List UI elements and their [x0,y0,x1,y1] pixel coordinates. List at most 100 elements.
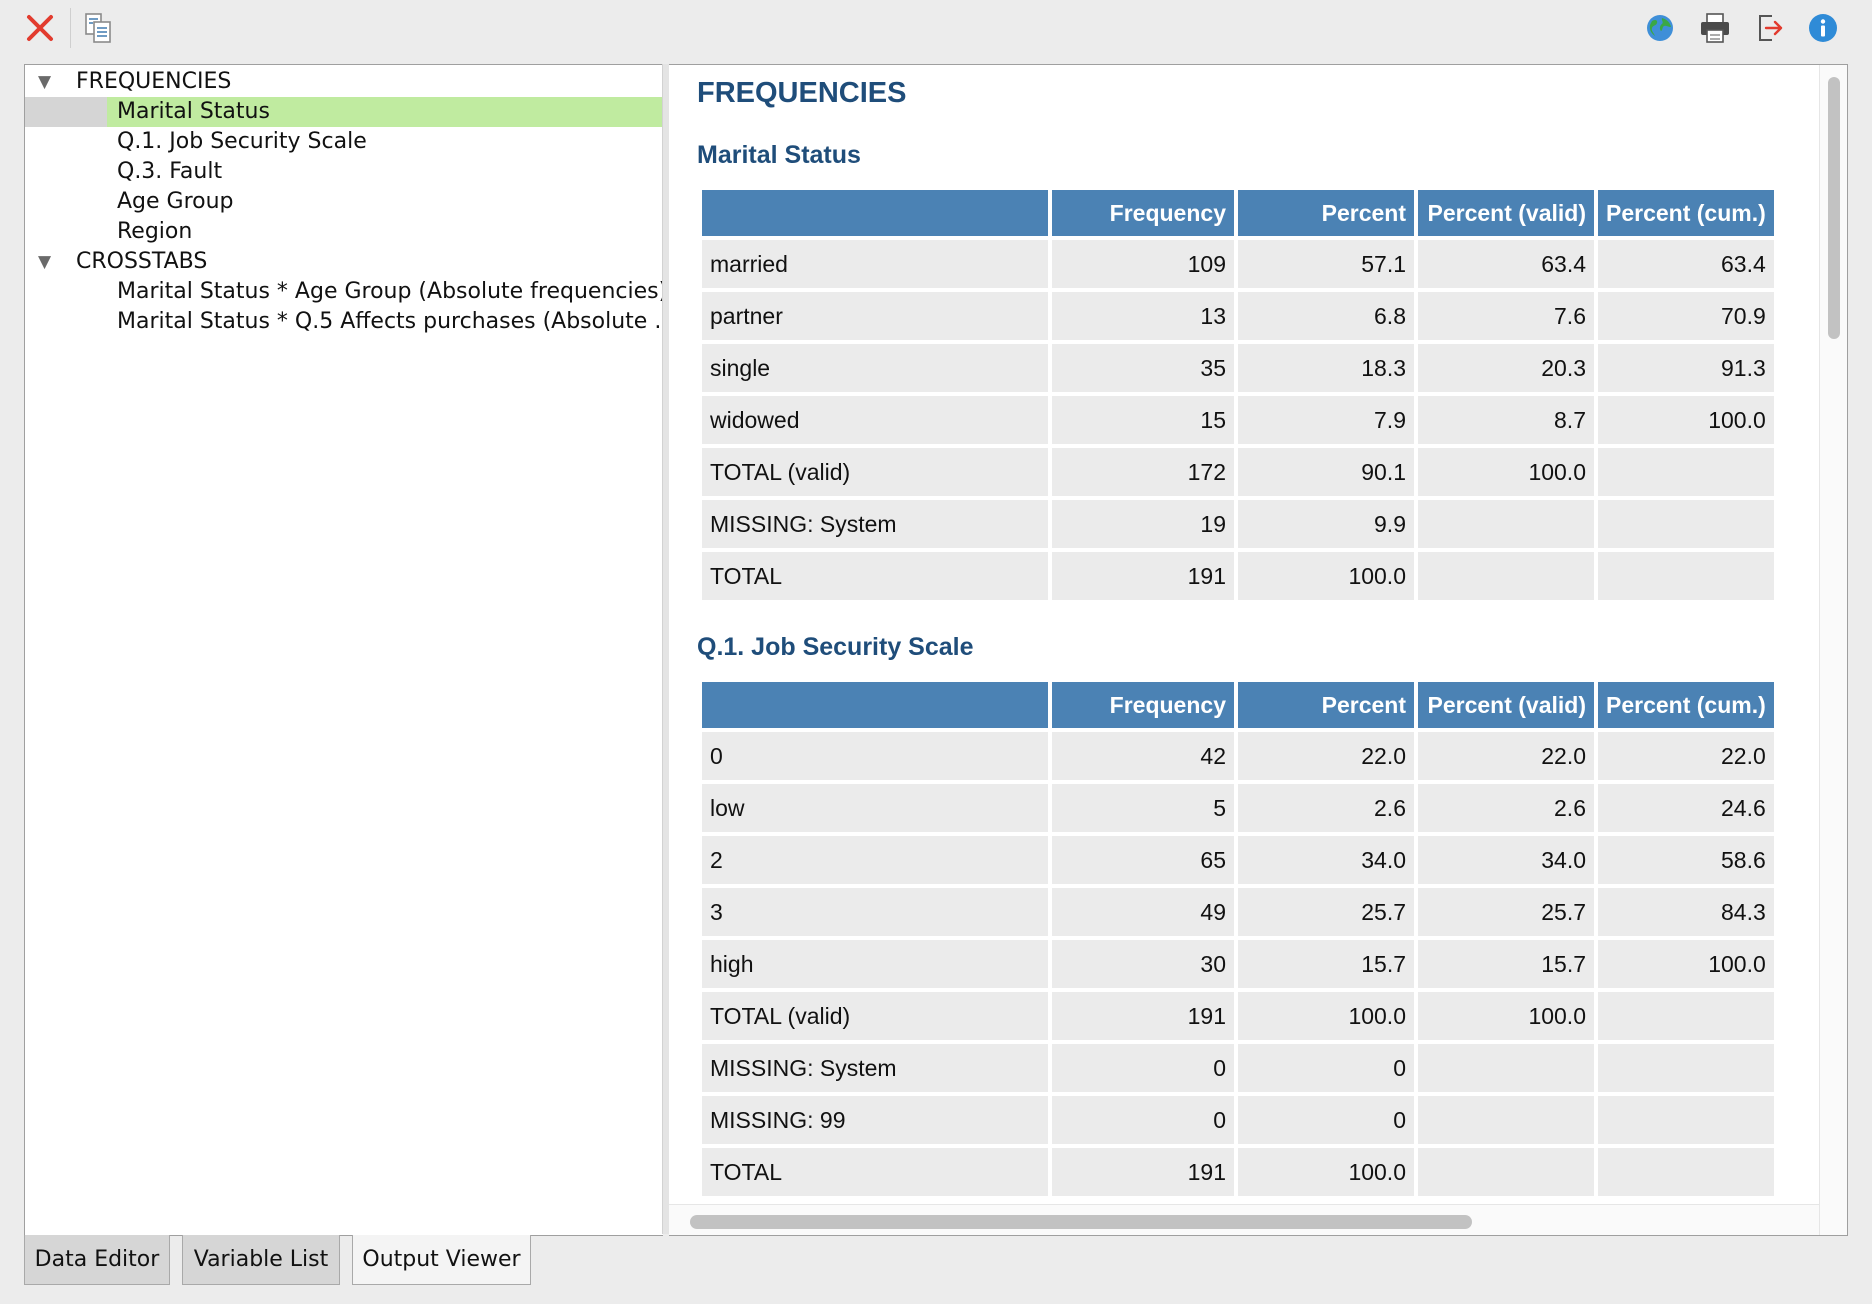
toolbar-separator [70,8,71,48]
vertical-scrollbar[interactable] [1819,65,1847,1235]
row-label: married [702,240,1048,288]
row-label: high [702,940,1048,988]
table-row: 2 65 34.0 34.0 58.6 [702,836,1774,884]
tree-item-crosstab-age-group[interactable]: Marital Status * Age Group (Absolute fre… [117,279,668,304]
table-cell: 15.7 [1238,940,1414,988]
column-header: Percent (cum.) [1598,682,1774,728]
table-cell: 9.9 [1238,500,1414,548]
table-cell [1598,1096,1774,1144]
info-icon[interactable] [1803,8,1843,48]
table-row: MISSING: System 19 9.9 [702,500,1774,548]
table-row: TOTAL (valid) 191 100.0 100.0 [702,992,1774,1040]
table-cell: 6.8 [1238,292,1414,340]
column-header: Percent (cum.) [1598,190,1774,236]
tree-item-marital-status[interactable]: Marital Status [25,97,663,127]
table-cell: 30 [1052,940,1234,988]
toolbar [0,0,1872,60]
column-header: Percent [1238,682,1414,728]
export-icon[interactable] [1750,8,1790,48]
tab-variable-list[interactable]: Variable List [182,1235,340,1285]
table-row: high 30 15.7 15.7 100.0 [702,940,1774,988]
row-label: partner [702,292,1048,340]
horizontal-scroll-thumb[interactable] [690,1215,1472,1229]
tree-item-fault[interactable]: Q.3. Fault [117,159,223,184]
row-label: MISSING: 99 [702,1096,1048,1144]
copy-to-document-icon[interactable] [78,8,118,48]
table-header-row: Frequency Percent Percent (valid) Percen… [702,190,1774,236]
row-label: TOTAL (valid) [702,992,1048,1040]
table-cell [1418,1096,1594,1144]
table-cell [1418,1044,1594,1092]
table-cell: 100.0 [1418,448,1594,496]
table-cell: 7.6 [1418,292,1594,340]
column-header: Percent [1238,190,1414,236]
table-row: MISSING: 99 0 0 [702,1096,1774,1144]
frequency-table-job-security-scale: Frequency Percent Percent (valid) Percen… [698,678,1778,1200]
row-label: 0 [702,732,1048,780]
tab-data-editor[interactable]: Data Editor [24,1235,170,1285]
row-label: 2 [702,836,1048,884]
table-cell: 63.4 [1598,240,1774,288]
table-cell: 20.3 [1418,344,1594,392]
table-cell: 109 [1052,240,1234,288]
table-row: low 5 2.6 2.6 24.6 [702,784,1774,832]
table-cell: 70.9 [1598,292,1774,340]
table-cell [1598,1044,1774,1092]
tree-item-age-group[interactable]: Age Group [117,189,234,214]
table-cell: 35 [1052,344,1234,392]
row-label: TOTAL [702,552,1048,600]
table-row: 3 49 25.7 25.7 84.3 [702,888,1774,936]
table-row: married 109 57.1 63.4 63.4 [702,240,1774,288]
globe-icon[interactable] [1640,8,1680,48]
table-cell: 15.7 [1418,940,1594,988]
column-header: Frequency [1052,682,1234,728]
vertical-scroll-thumb[interactable] [1828,77,1840,339]
table-cell: 91.3 [1598,344,1774,392]
tab-output-viewer[interactable]: Output Viewer [352,1235,531,1285]
table-cell: 65 [1052,836,1234,884]
table-cell: 22.0 [1418,732,1594,780]
table-cell: 191 [1052,992,1234,1040]
print-icon[interactable] [1695,8,1735,48]
close-icon[interactable] [20,8,60,48]
table-cell: 13 [1052,292,1234,340]
table-cell: 100.0 [1418,992,1594,1040]
table-cell: 191 [1052,1148,1234,1196]
row-label: TOTAL (valid) [702,448,1048,496]
row-label: widowed [702,396,1048,444]
table-cell: 57.1 [1238,240,1414,288]
table-row: single 35 18.3 20.3 91.3 [702,344,1774,392]
output-tree: ▼ FREQUENCIES Marital Status Q.1. Job Se… [24,64,676,1236]
table-cell: 2.6 [1418,784,1594,832]
table-cell: 2.6 [1238,784,1414,832]
table-cell: 49 [1052,888,1234,936]
tree-item-crosstab-affects-purchases[interactable]: Marital Status * Q.5 Affects purchases (… [117,309,676,334]
horizontal-scrollbar[interactable] [669,1204,1819,1235]
table-cell: 34.0 [1238,836,1414,884]
table-cell: 0 [1052,1096,1234,1144]
table-row: partner 13 6.8 7.6 70.9 [702,292,1774,340]
row-label: MISSING: System [702,1044,1048,1092]
table-cell: 8.7 [1418,396,1594,444]
table-cell: 100.0 [1238,992,1414,1040]
table-cell: 84.3 [1598,888,1774,936]
triangle-down-icon[interactable]: ▼ [38,252,52,272]
tree-group-crosstabs[interactable]: ▼ CROSSTABS [25,247,663,277]
tree-item-region[interactable]: Region [117,219,193,244]
table-cell: 22.0 [1598,732,1774,780]
table-cell [1418,500,1594,548]
pane-splitter[interactable] [662,64,670,1234]
table-cell [1598,552,1774,600]
table-row: TOTAL 191 100.0 [702,552,1774,600]
table-row: MISSING: System 0 0 [702,1044,1774,1092]
column-header: Percent (valid) [1418,190,1594,236]
table-cell: 15 [1052,396,1234,444]
triangle-down-icon[interactable]: ▼ [38,72,52,92]
table-cell: 0 [1238,1096,1414,1144]
table-cell [1598,500,1774,548]
table-cell: 19 [1052,500,1234,548]
table-cell [1598,992,1774,1040]
tree-group-frequencies[interactable]: ▼ FREQUENCIES [25,67,663,97]
frequency-table-marital-status: Frequency Percent Percent (valid) Percen… [698,186,1778,604]
tree-item-job-security-scale[interactable]: Q.1. Job Security Scale [117,129,367,154]
